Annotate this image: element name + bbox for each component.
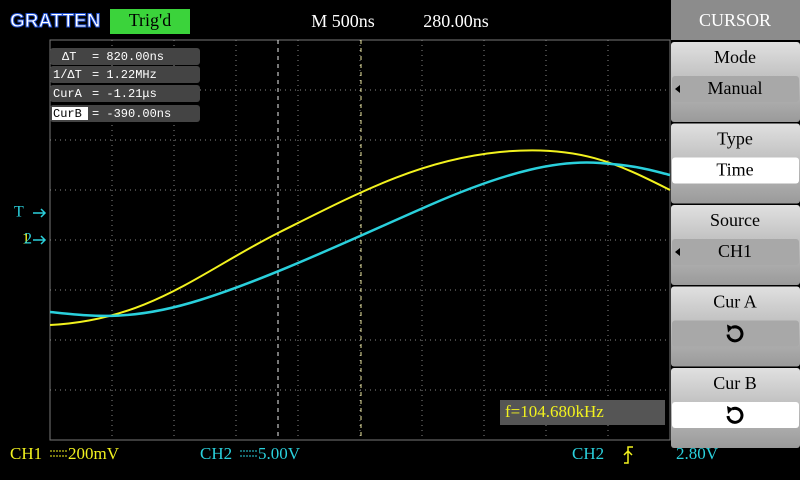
ch2-marker: 2 [24, 231, 32, 248]
knob-arrow [727, 406, 733, 414]
ch1-marker: 1 [22, 231, 30, 248]
menu-label: Type [717, 129, 753, 149]
readout-label: CurB [53, 107, 82, 121]
ch1-waveform [49, 149, 671, 326]
dc-symbol [50, 450, 68, 457]
readout-row [50, 66, 200, 83]
menu-value-box [672, 320, 799, 347]
menu-value-box [672, 157, 799, 184]
menu-title: CURSOR [699, 10, 771, 30]
ch1-scale: 200mV [68, 444, 120, 463]
readout-label: CurA [53, 87, 83, 101]
status-box [110, 9, 190, 34]
ch-arrow [33, 235, 47, 245]
menu-value: Manual [708, 78, 763, 98]
menu-value-box [672, 76, 799, 102]
option-arrow [675, 85, 680, 93]
menu-value-box [672, 239, 799, 265]
knob-icon [726, 325, 744, 343]
menu-label: Source [710, 210, 760, 230]
frequency: f=104.680kHz [505, 402, 604, 421]
menu: Mode Manual Type Time Source CH1 Cur A Cur B [671, 42, 800, 448]
ch2-name: CH2 [200, 444, 232, 463]
menu-value-box [672, 402, 799, 428]
trigger-arrow [33, 208, 47, 218]
cursor-readout: ΔT = 820.00ns 1/ΔT = 1.22MHz CurA = -1.2… [50, 48, 200, 122]
readout-highlight [52, 107, 88, 120]
menu-header [671, 0, 800, 40]
trigger-marker: T [14, 204, 24, 221]
readout-label: ΔT [62, 50, 76, 64]
readout-value: = -1.21μs [92, 87, 157, 101]
ch1-name: CH1 [10, 444, 42, 463]
edge-symbol [623, 446, 633, 464]
menu-label: Cur A [713, 292, 757, 312]
menu-value: Time [716, 160, 753, 180]
menu-label: Cur B [713, 373, 757, 393]
readout-value: = -390.00ns [92, 107, 171, 121]
menu-label: Mode [714, 47, 756, 67]
trigger-level: 2.80V [676, 444, 719, 463]
timebase: M 500ns [311, 11, 375, 31]
ch2-scale: 5.00V [258, 444, 301, 463]
menu-value: CH1 [718, 241, 752, 261]
trigger-position: 280.00ns [423, 11, 489, 31]
option-arrow [675, 248, 680, 256]
logo: GRATTEN [10, 11, 100, 32]
readout-value: = 820.00ns [92, 50, 164, 64]
readout-row [50, 48, 200, 65]
frequency-box [500, 400, 665, 425]
knob-arrow [727, 324, 733, 333]
readout-row [50, 85, 200, 102]
status: Trig'd [129, 10, 172, 30]
dc-symbol [240, 450, 258, 457]
readout-value: = 1.22MHz [92, 68, 157, 82]
knob-icon [726, 406, 744, 424]
trigger-source: CH2 [572, 444, 604, 463]
ch2-waveform [49, 161, 671, 318]
grid [50, 40, 670, 440]
readout-label: 1/ΔT [53, 68, 82, 82]
